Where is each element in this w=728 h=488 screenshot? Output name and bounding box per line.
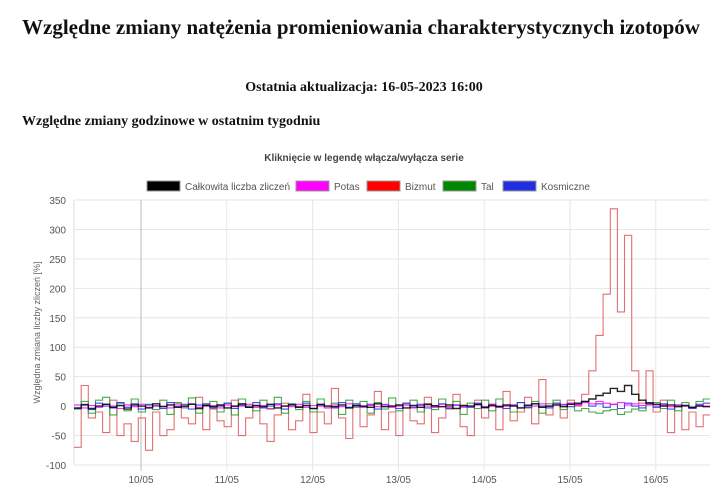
legend-label[interactable]: Kosmiczne [541, 182, 590, 193]
x-tick-label: 16/05 [643, 475, 668, 486]
legend-swatch[interactable] [442, 180, 477, 192]
chart-title: Kliknięcie w legendę włącza/wyłącza seri… [264, 153, 464, 164]
legend-item-1[interactable]: Potas [295, 180, 360, 193]
legend-label[interactable]: Potas [334, 182, 360, 193]
y-tick-label: 200 [49, 284, 66, 295]
series-line-całkowita-liczba-zliczeń [74, 384, 710, 410]
legend-label[interactable]: Bizmut [405, 182, 436, 193]
x-tick-label: 14/05 [472, 475, 497, 486]
y-tick-label: -100 [46, 461, 66, 472]
chart: Kliknięcie w legendę włącza/wyłącza seri… [32, 153, 710, 486]
y-tick-label: -50 [52, 432, 67, 443]
y-tick-label: 0 [60, 402, 66, 413]
x-tick-label: 13/05 [386, 475, 411, 486]
page-title: Względne zmiany natężenia promieniowania… [22, 15, 700, 39]
series-line-bizmut [74, 208, 710, 451]
y-axis-label: Względna zmiana liczby zliczeń [%] [32, 261, 42, 403]
section-title: Względne zmiany godzinowe w ostatnim tyg… [22, 114, 321, 129]
legend-swatch[interactable] [366, 180, 401, 192]
legend-swatch[interactable] [146, 180, 181, 192]
legend-swatch[interactable] [295, 180, 330, 192]
last-update: Ostatnia aktualizacja: 16-05-2023 16:00 [245, 80, 483, 95]
legend-item-0[interactable]: Całkowita liczba zliczeń [146, 180, 290, 193]
x-tick-label: 15/05 [557, 475, 582, 486]
legend-label[interactable]: Tal [481, 182, 494, 193]
x-tick-label: 10/05 [128, 475, 153, 486]
legend-swatch[interactable] [502, 180, 537, 192]
y-tick-label: 300 [49, 225, 66, 236]
y-tick-label: 250 [49, 255, 66, 266]
y-tick-label: 350 [49, 196, 66, 207]
legend-item-2[interactable]: Bizmut [366, 180, 436, 193]
y-tick-label: 50 [55, 373, 67, 384]
y-tick-label: 100 [49, 343, 66, 354]
legend-item-4[interactable]: Kosmiczne [502, 180, 590, 193]
x-tick-label: 12/05 [300, 475, 325, 486]
y-tick-label: 150 [49, 314, 66, 325]
legend-label[interactable]: Całkowita liczba zliczeń [185, 182, 290, 193]
legend-item-3[interactable]: Tal [442, 180, 494, 193]
x-tick-label: 11/05 [215, 475, 240, 486]
